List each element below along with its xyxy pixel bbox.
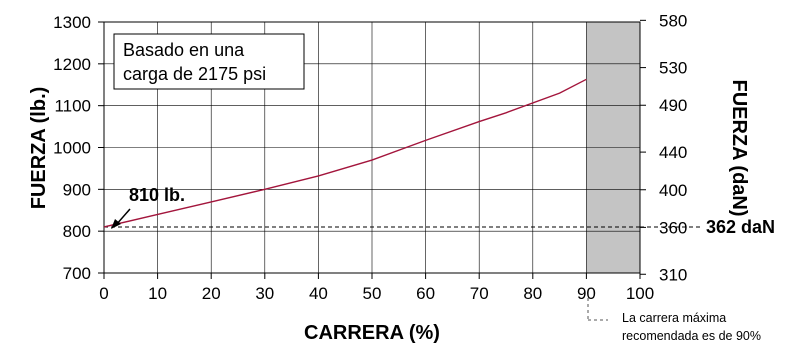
force-series-line (103, 78, 587, 228)
x-tick-label: 70 (470, 284, 489, 303)
x-axis-title: CARRERA (%) (304, 322, 440, 344)
y2-tick-label: 400 (659, 181, 687, 200)
x-tick-label: 90 (577, 284, 596, 303)
x-tick-label: 80 (523, 284, 542, 303)
y2-tick-label: 580 (659, 11, 687, 30)
x-tick-label: 0 (99, 284, 108, 303)
note-line2: recomendada es de 90% (622, 329, 761, 343)
y-tick-label: 800 (63, 222, 91, 241)
x-tick-label: 20 (202, 284, 221, 303)
note-line1: La carrera máxima (622, 311, 726, 325)
x-tick-label: 50 (363, 284, 382, 303)
annotation-box-frame (113, 33, 305, 90)
y-tick-label: 1300 (53, 13, 91, 32)
x-tick-label: 10 (148, 284, 167, 303)
y-tick-label: 900 (63, 180, 91, 199)
y-tick-label: 700 (63, 264, 91, 283)
y2-tick-label: 490 (659, 96, 687, 115)
x-tick-label: 40 (309, 284, 328, 303)
y-tick-label: 1100 (54, 97, 91, 116)
annotation-box-line1: Basado en una (123, 40, 245, 60)
y2-tick-label: 530 (659, 59, 687, 78)
x-tick-label: 60 (416, 284, 435, 303)
y2-axis-ticks: 310 360 400 440 490 530 580 (640, 11, 687, 284)
left-value-label: 810 lb. (129, 185, 185, 205)
right-value-label: 362 daN (706, 217, 775, 237)
max-stroke-note: La carrera máxima recomendada es de 90% (587, 298, 761, 343)
y-tick-label: 1000 (53, 139, 91, 158)
y-axis-ticks: 700 800 900 1000 1100 1200 1300 (53, 13, 104, 283)
x-tick-label: 100 (626, 284, 654, 303)
left-value-arrowhead (111, 219, 121, 229)
y2-tick-label: 360 (659, 218, 687, 237)
y2-tick-label: 440 (659, 143, 687, 162)
y-axis-title: FUERZA (lb.) (28, 87, 50, 210)
annotation-box-line2: carga de 2175 psi (123, 64, 266, 84)
annotation-box: Basado en una carga de 2175 psi (113, 33, 305, 90)
y2-axis-title: FUERZA (daN) (728, 79, 750, 216)
x-tick-label: 30 (255, 284, 274, 303)
y-tick-label: 1200 (53, 55, 91, 74)
y2-tick-label: 310 (659, 265, 687, 284)
x-axis-ticks: 0 10 20 30 40 50 60 70 80 90 100 (99, 273, 654, 303)
horizontal-gridlines (104, 63, 640, 232)
